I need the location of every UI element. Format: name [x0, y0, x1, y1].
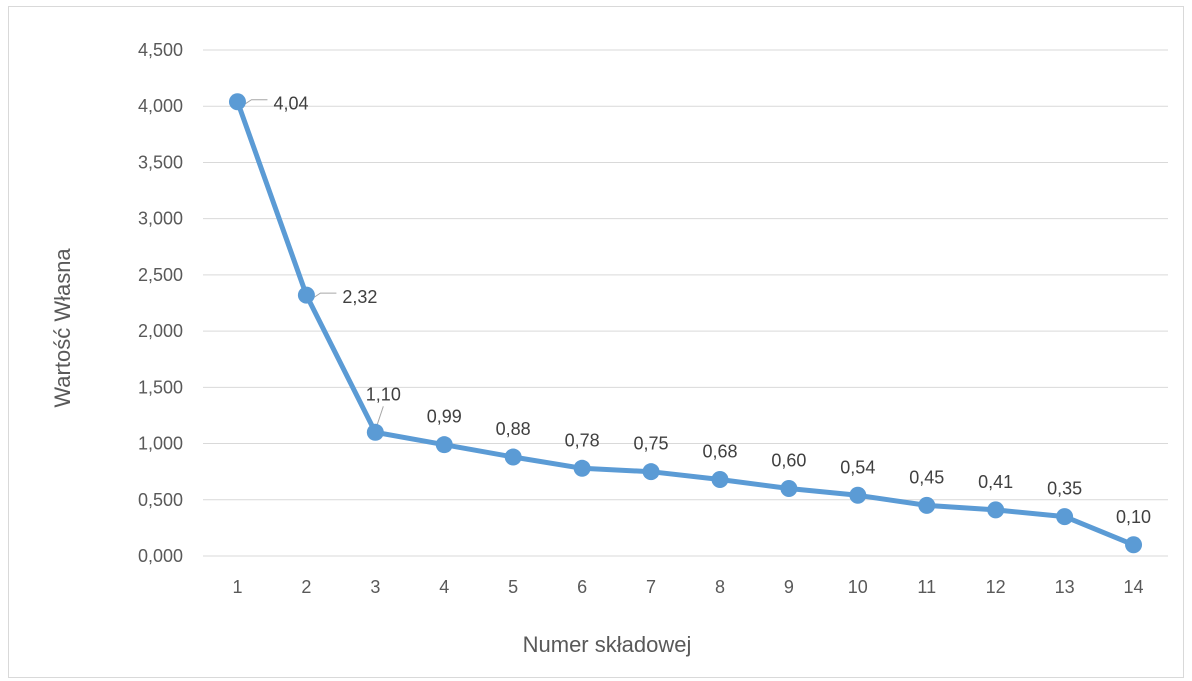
x-tick-label: 8 — [715, 577, 725, 597]
data-point — [849, 486, 867, 504]
data-point — [780, 480, 798, 498]
data-label: 0,35 — [1047, 479, 1082, 499]
x-tick-label: 10 — [848, 577, 868, 597]
leader-line — [376, 406, 384, 425]
data-point — [573, 459, 591, 477]
y-tick-label: 0,000 — [138, 546, 183, 566]
y-tick-label: 4,500 — [138, 40, 183, 60]
series-line — [235, 99, 1136, 548]
y-tick-label: 2,000 — [138, 321, 183, 341]
x-tick-label: 9 — [784, 577, 794, 597]
x-tick-label: 3 — [370, 577, 380, 597]
leader-line — [245, 99, 268, 105]
data-point — [297, 286, 315, 304]
data-point — [504, 448, 522, 466]
y-tick-label: 3,500 — [138, 152, 183, 172]
data-label: 0,78 — [565, 430, 600, 450]
data-label: 0,10 — [1116, 507, 1151, 527]
y-axis-title: Wartość Własna — [50, 248, 75, 408]
x-axis-ticks: 1 2 3 4 5 6 7 8 9 10 11 12 13 14 — [232, 577, 1143, 597]
data-label: 0,75 — [634, 434, 669, 454]
x-tick-label: 4 — [439, 577, 449, 597]
y-axis-ticks: 0,000 0,500 1,000 1,500 2,000 2,500 3,000 3,500… — [138, 40, 183, 566]
x-tick-label: 7 — [646, 577, 656, 597]
leader-line — [314, 292, 337, 298]
x-tick-label: 2 — [301, 577, 311, 597]
y-tick-label: 0,500 — [138, 490, 183, 510]
data-label: 0,68 — [702, 442, 737, 462]
x-tick-label: 12 — [986, 577, 1006, 597]
data-point — [642, 463, 660, 481]
x-tick-label: 6 — [577, 577, 587, 597]
y-tick-label: 1,000 — [138, 434, 183, 454]
data-point — [987, 501, 1005, 519]
y-tick-label: 1,500 — [138, 377, 183, 397]
data-label: 2,32 — [342, 287, 377, 307]
x-axis-title: Numer składowej — [523, 632, 692, 657]
data-points — [228, 93, 1143, 554]
data-label: 4,04 — [273, 94, 308, 114]
y-tick-label: 3,000 — [138, 209, 183, 229]
data-label: 0,99 — [427, 407, 462, 427]
y-tick-label: 2,500 — [138, 265, 183, 285]
label-leader-lines — [245, 99, 384, 425]
grid-lines — [203, 49, 1168, 557]
data-label: 0,41 — [978, 472, 1013, 492]
data-point — [366, 423, 384, 441]
chart-frame — [8, 6, 1184, 678]
data-label: 0,88 — [496, 419, 531, 439]
data-labels: 4,04 2,32 1,10 0,99 0,88 0,78 0,75 0,68 0,60 0,54… — [273, 94, 1151, 527]
data-point — [918, 496, 936, 514]
data-label: 0,45 — [909, 467, 944, 487]
data-point — [711, 471, 729, 489]
data-label: 0,54 — [840, 457, 875, 477]
data-label: 0,60 — [771, 451, 806, 471]
x-tick-label: 13 — [1055, 577, 1075, 597]
data-point — [1056, 508, 1074, 526]
x-tick-label: 1 — [232, 577, 242, 597]
data-point — [1125, 536, 1143, 554]
data-label: 1,10 — [366, 384, 401, 404]
x-tick-label: 14 — [1124, 577, 1144, 597]
x-tick-label: 11 — [917, 577, 936, 597]
data-point — [228, 93, 246, 111]
x-tick-label: 5 — [508, 577, 518, 597]
data-point — [435, 436, 453, 454]
y-tick-label: 4,000 — [138, 96, 183, 116]
